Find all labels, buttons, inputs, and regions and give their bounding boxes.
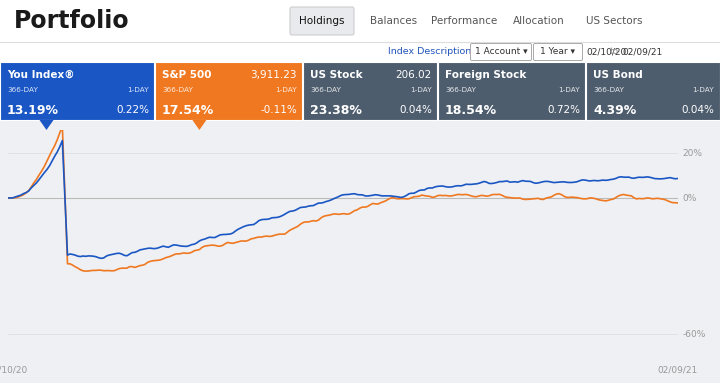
Text: 4.39%: 4.39% <box>593 103 636 116</box>
Text: 206.02: 206.02 <box>396 70 432 80</box>
Text: You Index®: You Index® <box>7 70 74 80</box>
Text: Foreign Stock: Foreign Stock <box>445 70 526 80</box>
FancyBboxPatch shape <box>0 120 720 383</box>
FancyBboxPatch shape <box>438 62 585 120</box>
Text: 0.04%: 0.04% <box>681 105 714 115</box>
Text: 366-DAY: 366-DAY <box>593 87 624 93</box>
Text: 1-DAY: 1-DAY <box>127 87 149 93</box>
Text: 1-DAY: 1-DAY <box>693 87 714 93</box>
Text: Balances: Balances <box>370 16 418 26</box>
FancyBboxPatch shape <box>303 62 437 120</box>
Text: 0.72%: 0.72% <box>547 105 580 115</box>
Text: 0.22%: 0.22% <box>116 105 149 115</box>
Text: 02/09/21: 02/09/21 <box>622 47 662 57</box>
Text: 1-DAY: 1-DAY <box>275 87 297 93</box>
Text: 366-DAY: 366-DAY <box>7 87 38 93</box>
Text: Holdings: Holdings <box>300 16 345 26</box>
Text: US Sectors: US Sectors <box>586 16 642 26</box>
FancyBboxPatch shape <box>586 62 720 120</box>
Text: 1-DAY: 1-DAY <box>410 87 432 93</box>
Text: 1-DAY: 1-DAY <box>559 87 580 93</box>
Text: 02/10/20: 02/10/20 <box>586 47 626 57</box>
Text: 17.54%: 17.54% <box>162 103 215 116</box>
Polygon shape <box>40 120 53 130</box>
Text: 18.54%: 18.54% <box>445 103 497 116</box>
Text: -0.11%: -0.11% <box>260 105 297 115</box>
FancyBboxPatch shape <box>0 42 720 62</box>
Text: 366-DAY: 366-DAY <box>162 87 193 93</box>
Text: 1 Account ▾: 1 Account ▾ <box>474 47 527 57</box>
Text: 1 Year ▾: 1 Year ▾ <box>541 47 575 57</box>
Text: S&P 500: S&P 500 <box>162 70 212 80</box>
FancyBboxPatch shape <box>290 7 354 35</box>
Text: Portfolio: Portfolio <box>14 9 130 33</box>
Text: US Stock: US Stock <box>310 70 363 80</box>
FancyBboxPatch shape <box>0 62 154 120</box>
FancyBboxPatch shape <box>155 62 302 120</box>
Text: Index Descriptions: Index Descriptions <box>388 47 476 57</box>
FancyBboxPatch shape <box>470 44 531 61</box>
Text: 366-DAY: 366-DAY <box>445 87 476 93</box>
Text: 3,911.23: 3,911.23 <box>251 70 297 80</box>
Polygon shape <box>192 120 207 130</box>
Text: 23.38%: 23.38% <box>310 103 362 116</box>
Text: US Bond: US Bond <box>593 70 643 80</box>
FancyBboxPatch shape <box>0 0 720 42</box>
Text: 13.19%: 13.19% <box>7 103 59 116</box>
Text: 0.04%: 0.04% <box>399 105 432 115</box>
FancyBboxPatch shape <box>534 44 582 61</box>
Text: Performance: Performance <box>431 16 497 26</box>
Text: to: to <box>609 47 618 57</box>
Text: 366-DAY: 366-DAY <box>310 87 341 93</box>
Text: Allocation: Allocation <box>513 16 565 26</box>
